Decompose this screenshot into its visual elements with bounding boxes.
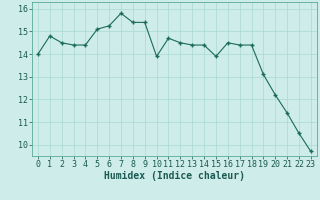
X-axis label: Humidex (Indice chaleur): Humidex (Indice chaleur) (104, 171, 245, 181)
